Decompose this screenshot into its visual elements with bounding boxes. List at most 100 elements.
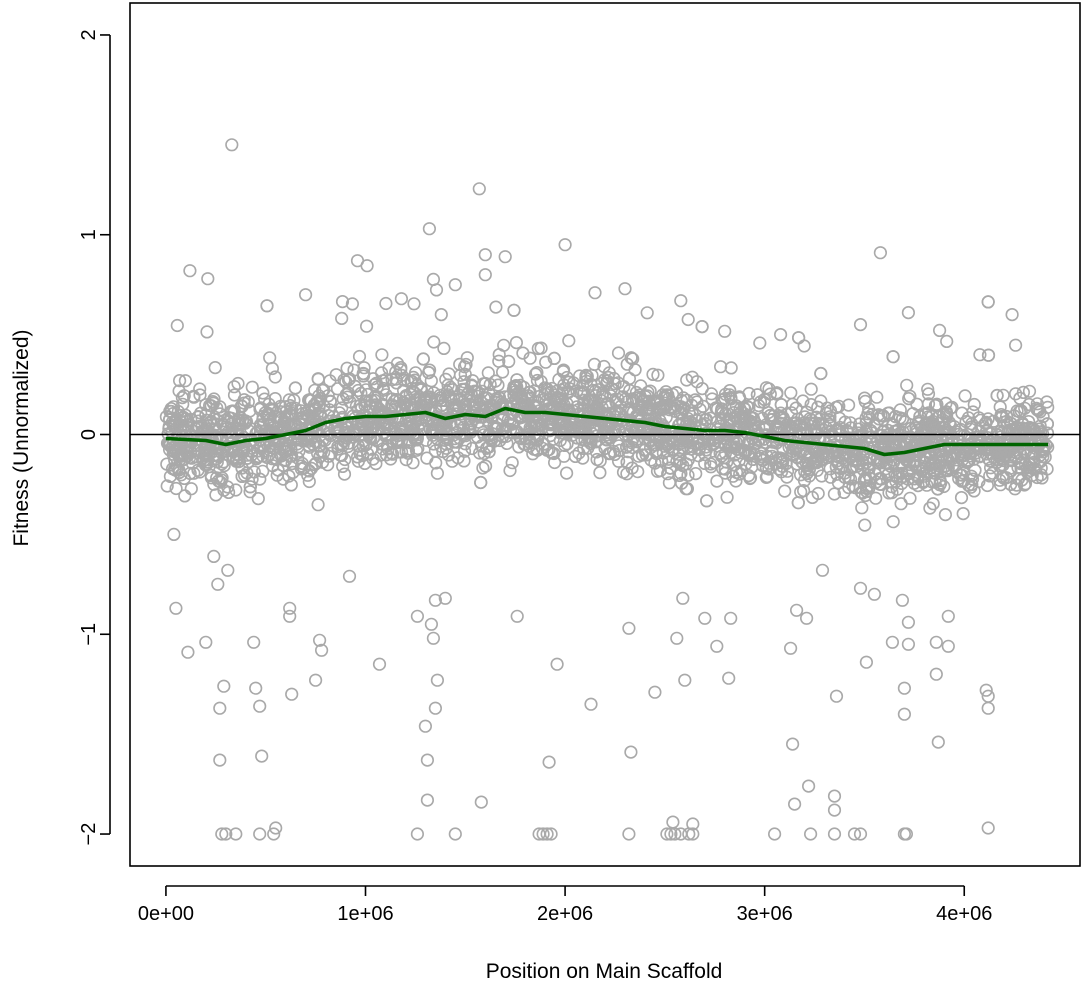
data-point [424,374,438,388]
data-point [622,621,636,635]
data-point [783,641,798,655]
data-point [397,383,411,398]
data-point [1010,420,1024,434]
data-point [1033,448,1047,463]
data-point [213,701,227,715]
data-point [901,615,916,629]
data-point [492,354,506,368]
data-point [797,474,812,488]
data-point [999,471,1014,485]
data-point [853,318,868,332]
data-point [496,365,510,379]
data-point [502,354,516,369]
data-point [199,635,213,649]
y-tick-label: 0 [78,429,100,440]
data-point [859,423,873,438]
data-point [169,481,183,496]
data-point [439,372,453,387]
data-point [416,352,430,366]
data-point [899,827,914,841]
data-point [956,506,970,521]
data-point [540,827,554,841]
data-point [624,351,638,365]
data-point [542,755,556,769]
data-point [559,466,574,480]
data-point [570,384,584,398]
data-point [489,300,503,314]
data-point [311,395,325,410]
data-point [579,423,593,437]
data-point [379,296,393,311]
data-point [1008,387,1023,401]
data-point [347,424,361,438]
data-point [395,368,409,383]
data-point [695,320,709,334]
data-point [418,719,433,733]
data-point [720,490,734,504]
data-point [633,388,647,402]
data-point [744,410,758,424]
data-point [956,474,970,488]
data-point [382,412,396,426]
data-point [973,348,987,362]
data-point [284,478,298,492]
data-point [765,449,779,464]
data-point [282,393,296,407]
data-point [465,441,479,456]
data-point [477,391,491,405]
data-point [448,278,462,292]
data-point [620,395,635,409]
data-point [165,441,179,455]
data-point [855,501,869,515]
data-point [309,673,323,687]
data-point [1004,464,1018,478]
data-point [829,689,844,703]
data-point [424,617,439,631]
trend-line [165,406,1049,457]
data-point [886,350,900,364]
data-point [676,591,690,605]
data-point [778,484,792,498]
data-point [941,639,955,653]
data-point [707,455,721,470]
data-point [442,390,456,404]
data-point [611,454,626,468]
data-point [562,375,576,389]
data-point [651,368,665,382]
data-point [428,701,443,715]
data-point [961,454,975,468]
data-point [330,382,345,396]
data-point [201,272,215,286]
data-point [213,753,227,767]
x-tick-label: 4e+06 [936,903,992,925]
data-point [340,361,354,375]
data-point [536,827,550,841]
data-point [195,419,209,434]
data-point [207,477,221,491]
data-point [243,485,257,499]
data-point [660,827,674,841]
y-tick-label: 1 [78,229,100,240]
data-point [909,447,923,461]
data-point [479,459,493,473]
data-point [718,324,732,338]
data-point [624,424,638,438]
plot-frame [129,2,1081,867]
data-point [323,374,337,388]
data-point [699,443,713,457]
data-point [372,657,387,671]
data-point [357,361,371,375]
data-point [897,681,912,695]
x-axis: 0e+00 1e+06 2e+06 3e+06 4e+06 [138,885,992,925]
data-point [556,421,570,435]
data-point [750,388,765,402]
x-axis-title: Position on Main Scaffold [486,960,723,983]
data-point [507,303,521,317]
data-point [1004,477,1018,492]
y-tick-label: −1 [78,623,100,646]
data-point [1030,397,1044,411]
data-point [458,367,472,381]
data-point [803,452,818,466]
data-point [183,264,197,278]
data-point [584,697,598,711]
